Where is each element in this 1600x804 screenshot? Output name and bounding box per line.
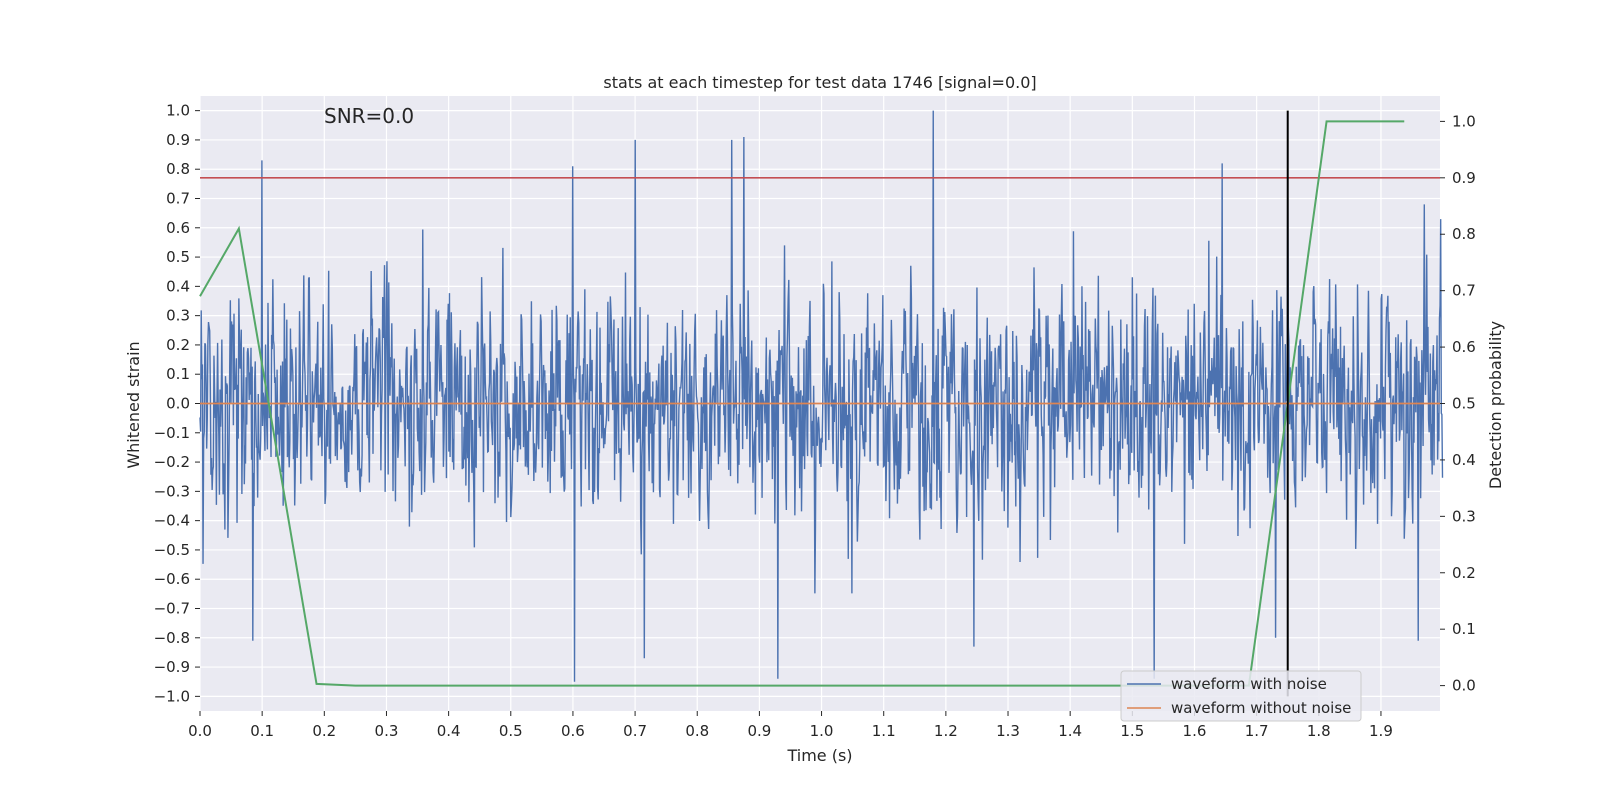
y-left-tick-label: −0.6 xyxy=(154,570,190,588)
series-layer xyxy=(199,110,1444,697)
y-right-tick-label: 0.6 xyxy=(1452,338,1476,356)
x-tick-label: 0.2 xyxy=(312,722,336,740)
y-left-tick-label: 0.9 xyxy=(166,131,190,149)
x-tick-label: 1.0 xyxy=(810,722,834,740)
y-left-tick-label: −0.5 xyxy=(154,541,190,559)
y-left-tick-label: 0.2 xyxy=(166,336,190,354)
x-tick-label: 1.3 xyxy=(996,722,1020,740)
y-left-tick-label: −0.9 xyxy=(154,658,190,676)
y-axis-left-title: Whitened strain xyxy=(124,341,143,468)
legend: waveform with noise waveform without noi… xyxy=(1120,670,1362,722)
x-tick-label: 1.6 xyxy=(1183,722,1207,740)
y-left-tick-label: 0.7 xyxy=(166,190,190,208)
y-right-tick-label: 0.2 xyxy=(1452,564,1476,582)
y-left-tick-label: 0.5 xyxy=(166,248,190,266)
chart-title: stats at each timestep for test data 174… xyxy=(603,73,1036,92)
x-tick-label: 0.1 xyxy=(250,722,274,740)
snr-annotation: SNR=0.0 xyxy=(324,104,414,128)
y-right-tick-label: 0.9 xyxy=(1452,169,1476,187)
y-left-tick-label: 0.8 xyxy=(166,160,190,178)
y-left-tick-label: −0.3 xyxy=(154,482,190,500)
x-tick-label: 0.9 xyxy=(747,722,771,740)
legend-label-noisy: waveform with noise xyxy=(1171,675,1327,693)
y-right-tick-label: 0.3 xyxy=(1452,507,1476,525)
x-tick-label: 1.5 xyxy=(1120,722,1144,740)
x-tick-label: 1.7 xyxy=(1245,722,1269,740)
y-right-tick-label: 0.1 xyxy=(1452,620,1476,638)
y-right-tick-label: 0.4 xyxy=(1452,451,1476,469)
y-left-tick-label: 0.6 xyxy=(166,219,190,237)
series-waveform-with-noise xyxy=(199,110,1444,682)
x-tick-label: 1.9 xyxy=(1369,722,1393,740)
y-left-tick-label: −0.7 xyxy=(154,600,190,618)
x-tick-label: 0.8 xyxy=(685,722,709,740)
y-left-tick-label: 1.0 xyxy=(166,102,190,120)
legend-box xyxy=(1120,670,1362,722)
y-left-tick-label: −0.2 xyxy=(154,453,190,471)
y-right-tick-label: 0.0 xyxy=(1452,677,1476,695)
y-right-tick-label: 0.7 xyxy=(1452,282,1476,300)
x-axis-title: Time (s) xyxy=(786,746,852,765)
y-left-tick-label: 0.0 xyxy=(166,395,190,413)
y-left-tick-label: −0.1 xyxy=(154,424,190,442)
legend-label-clean: waveform without noise xyxy=(1171,699,1351,717)
tick-labels: 0.0 0.1 0.2 0.3 0.4 0.5 0.6 0.7 0.8 0.9 1.0 1.1 1.2 1… xyxy=(154,102,1476,740)
y-right-tick-label: 0.8 xyxy=(1452,225,1476,243)
y-left-tick-label: 0.1 xyxy=(166,365,190,383)
x-tick-label: 0.6 xyxy=(561,722,585,740)
y-axis-right-title: Detection probability xyxy=(1486,321,1505,489)
x-tick-label: 1.8 xyxy=(1307,722,1331,740)
y-left-tick-label: −0.8 xyxy=(154,629,190,647)
x-tick-label: 1.4 xyxy=(1058,722,1082,740)
x-tick-label: 1.1 xyxy=(872,722,896,740)
y-left-tick-label: −0.4 xyxy=(154,512,190,530)
series-detection-probability xyxy=(199,120,1405,687)
x-tick-label: 0.7 xyxy=(623,722,647,740)
y-left-tick-label: 0.3 xyxy=(166,307,190,325)
x-tick-label: 0.3 xyxy=(375,722,399,740)
x-tick-label: 0.0 xyxy=(188,722,212,740)
y-right-tick-label: 1.0 xyxy=(1452,112,1476,130)
y-left-tick-label: 0.4 xyxy=(166,277,190,295)
y-left-tick-label: −1.0 xyxy=(154,687,190,705)
x-tick-label: 0.5 xyxy=(499,722,523,740)
y-right-tick-label: 0.5 xyxy=(1452,395,1476,413)
x-tick-label: 1.2 xyxy=(934,722,958,740)
x-tick-label: 0.4 xyxy=(437,722,461,740)
